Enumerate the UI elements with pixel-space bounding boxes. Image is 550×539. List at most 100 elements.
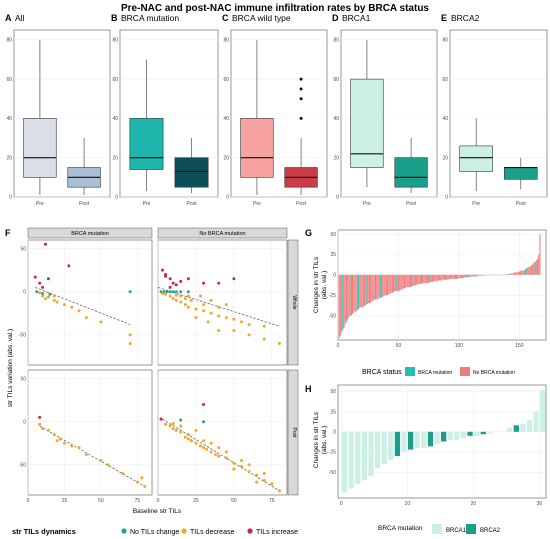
bar — [356, 274, 358, 311]
bar — [440, 274, 442, 281]
bar — [420, 274, 422, 284]
bar — [533, 411, 539, 432]
bar — [520, 423, 526, 432]
bar — [343, 274, 345, 328]
bar — [354, 274, 356, 312]
bar — [449, 274, 451, 279]
scatter-point — [171, 297, 175, 301]
bar — [477, 274, 479, 276]
outlier-point — [299, 87, 303, 91]
x-tick-label: Post — [187, 201, 198, 207]
bar — [373, 274, 375, 301]
bar — [452, 274, 454, 279]
plot-panel — [157, 239, 288, 366]
y-tick-label: 40 — [223, 116, 229, 122]
bar — [453, 274, 455, 279]
outlier-point — [299, 77, 303, 81]
scatter-point — [62, 441, 66, 445]
x-tick-label: 150 — [515, 343, 524, 349]
scatter-point — [206, 320, 210, 324]
boxplot-panel-B: 0 20 40 60 80 B BRCA mutation Pre Post — [111, 13, 219, 207]
bar — [510, 273, 512, 275]
bar — [414, 274, 416, 286]
y-tick-label: 50 — [330, 389, 336, 395]
y-tick-label: 80 — [112, 38, 118, 44]
scatter-point — [84, 316, 88, 320]
bar — [388, 431, 394, 461]
scatter-point — [179, 290, 183, 294]
panel-title: BRCA1 — [342, 13, 371, 23]
scatter-point — [58, 437, 62, 441]
bar — [513, 425, 519, 432]
bar — [401, 431, 407, 452]
bar — [341, 431, 348, 493]
bar — [458, 274, 460, 279]
bar — [412, 274, 414, 287]
boxplot-panel-C: 0 20 40 60 80 C BRCA wild type Pre Post — [222, 13, 328, 207]
scatter-point — [35, 290, 39, 294]
scatter-point — [239, 320, 243, 324]
bar — [441, 431, 447, 442]
x-tick-label: Post — [406, 201, 417, 207]
scatter-point — [217, 314, 221, 318]
bar — [401, 274, 403, 290]
scatter-point — [159, 417, 163, 421]
x-tick-label: 25 — [62, 498, 68, 504]
y-tick-label: 25 — [330, 409, 336, 415]
bar — [402, 274, 404, 289]
x-tick-label: 20 — [471, 501, 477, 507]
scatter-point — [135, 480, 139, 484]
bar-panel-G: G -50 -25 0 25 50 0 50 100 150 Changes in str TILs… — [305, 228, 547, 376]
legend-label: No BRCA mutation — [473, 370, 515, 376]
bar — [480, 431, 486, 435]
legend-label: BRCA1 — [446, 528, 467, 534]
bar — [522, 270, 524, 275]
scatter-point — [217, 305, 221, 309]
bar — [471, 274, 473, 277]
bar — [429, 274, 431, 283]
panel-letter: C — [222, 13, 229, 23]
y-tick-label: 20 — [442, 155, 448, 161]
x-tick-label: 75 — [135, 498, 141, 504]
y-tick-label: 0 — [333, 430, 336, 436]
scatter-point — [262, 324, 266, 328]
y-tick-label: 60 — [112, 77, 118, 83]
y-tick-label: 0 — [23, 289, 26, 295]
bar — [469, 274, 471, 278]
bar — [390, 274, 392, 293]
facet-strip-label: Whole — [291, 295, 297, 309]
scatter-point — [44, 242, 48, 246]
scatter-point — [161, 268, 165, 272]
box — [129, 118, 164, 170]
panel-letter: F — [5, 228, 11, 238]
bar — [529, 266, 531, 275]
scatter-point — [55, 439, 59, 443]
legend-swatch — [405, 367, 415, 376]
scatter-point — [168, 290, 172, 294]
scatter-point — [270, 482, 274, 486]
bar — [482, 274, 484, 276]
scatter-point — [161, 291, 165, 295]
legend-swatch — [432, 524, 442, 534]
scatter-point — [168, 424, 172, 428]
y-tick-label: 0 — [9, 195, 12, 201]
scatter-point — [38, 422, 42, 426]
x-tick-label: 0 — [157, 498, 160, 504]
outlier-point — [299, 116, 303, 120]
box — [240, 118, 274, 178]
bar — [433, 274, 435, 282]
y-tick-label: 50 — [330, 232, 336, 238]
scatter-point — [179, 294, 183, 298]
bar — [351, 274, 354, 314]
bar — [405, 274, 407, 288]
scatter-point — [186, 305, 190, 309]
legend-title: BRCA mutation — [378, 525, 423, 532]
bar — [428, 274, 430, 283]
bar — [516, 272, 518, 275]
bar — [344, 274, 346, 324]
scatter-point — [186, 294, 190, 298]
box — [23, 118, 57, 178]
scatter-point — [214, 452, 218, 456]
x-tick-label: 50 — [98, 498, 104, 504]
scatter-point — [121, 471, 125, 475]
